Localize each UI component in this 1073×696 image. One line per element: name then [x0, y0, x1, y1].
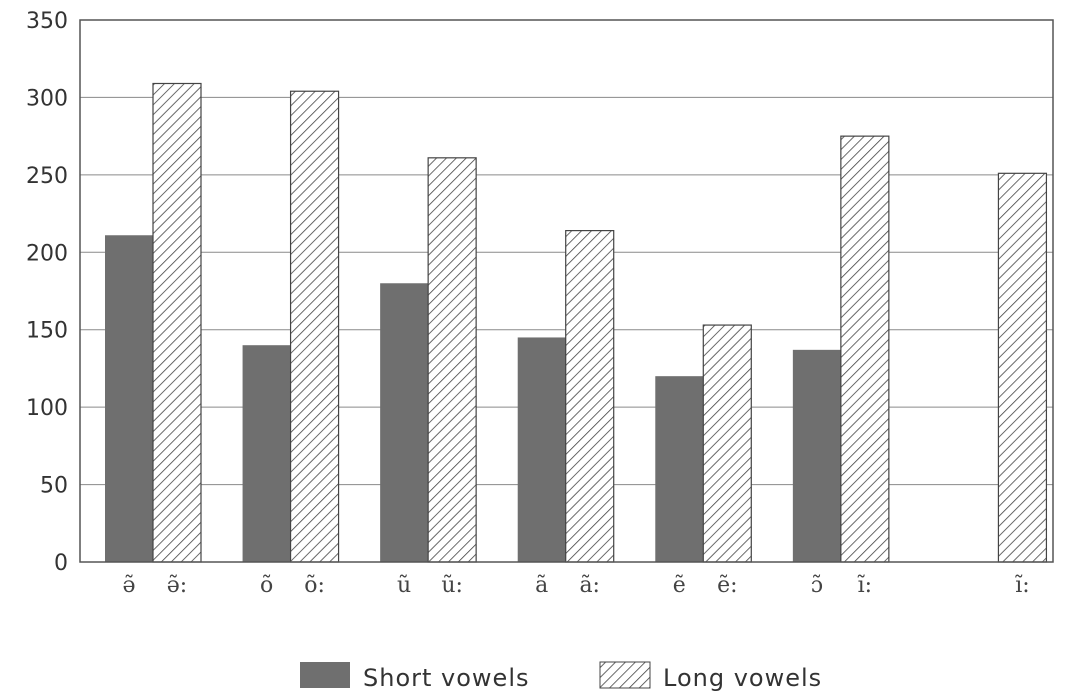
x-category-label: õ:: [304, 573, 325, 598]
y-tick-label: 250: [26, 164, 68, 189]
y-tick-label: 300: [26, 86, 68, 111]
bars: [105, 82, 1048, 563]
bar-long-vowel: [152, 82, 202, 563]
legend-label-long-vowels: Long vowels: [663, 664, 822, 692]
bar-long-vowel: [702, 324, 752, 563]
bar-short-vowel: [105, 235, 153, 562]
bar-short-vowel: [517, 337, 566, 562]
x-category-label: ĩ:: [857, 573, 872, 598]
x-category-label: ẽ:: [717, 573, 737, 598]
y-tick-label: 100: [26, 396, 68, 421]
x-category-label: ẽ: [673, 573, 686, 598]
x-category-label: ũ:: [441, 573, 463, 598]
x-category-label: ã: [535, 573, 548, 598]
bar-short-vowel: [792, 349, 841, 562]
bar-short-vowel: [380, 283, 429, 562]
x-category-label: ə̃: [122, 573, 135, 598]
y-tick-label: 150: [26, 319, 68, 344]
x-category-label: ã:: [579, 573, 600, 598]
legend-label-short-vowels: Short vowels: [363, 664, 530, 692]
bar-long-vowel: [840, 135, 890, 563]
y-axis-ticks: 0 50 100 150 200 250 300 350: [26, 9, 68, 576]
y-tick-label: 0: [54, 551, 68, 576]
bar-short-vowel: [242, 345, 291, 562]
bar-long-vowel: [427, 157, 477, 563]
bar-long-vowel: [289, 90, 340, 563]
legend-swatch-short-vowels: [300, 662, 350, 688]
plot-frame: [79, 19, 1054, 563]
bar-long-vowel: [997, 172, 1048, 563]
y-tick-label: 350: [26, 9, 68, 34]
x-category-label: ũ: [397, 573, 411, 598]
x-axis-labels: ə̃ ə̃: õ õ: ũ ũ: ã ã: ẽ ẽ: ɔ̃ ĩ: ĩ:: [122, 573, 1029, 598]
x-category-label: ɔ̃: [811, 573, 823, 598]
y-tick-label: 50: [40, 474, 68, 499]
y-tick-label: 200: [26, 241, 68, 266]
x-category-label: ĩ:: [1014, 573, 1029, 598]
x-category-label: ə̃:: [167, 573, 187, 598]
x-category-label: õ: [260, 573, 273, 598]
bar-long-vowel: [565, 230, 615, 563]
legend-swatch-long-vowels: [599, 661, 651, 689]
bar-short-vowel: [655, 376, 704, 562]
legend: Short vowels Long vowels: [300, 661, 822, 692]
